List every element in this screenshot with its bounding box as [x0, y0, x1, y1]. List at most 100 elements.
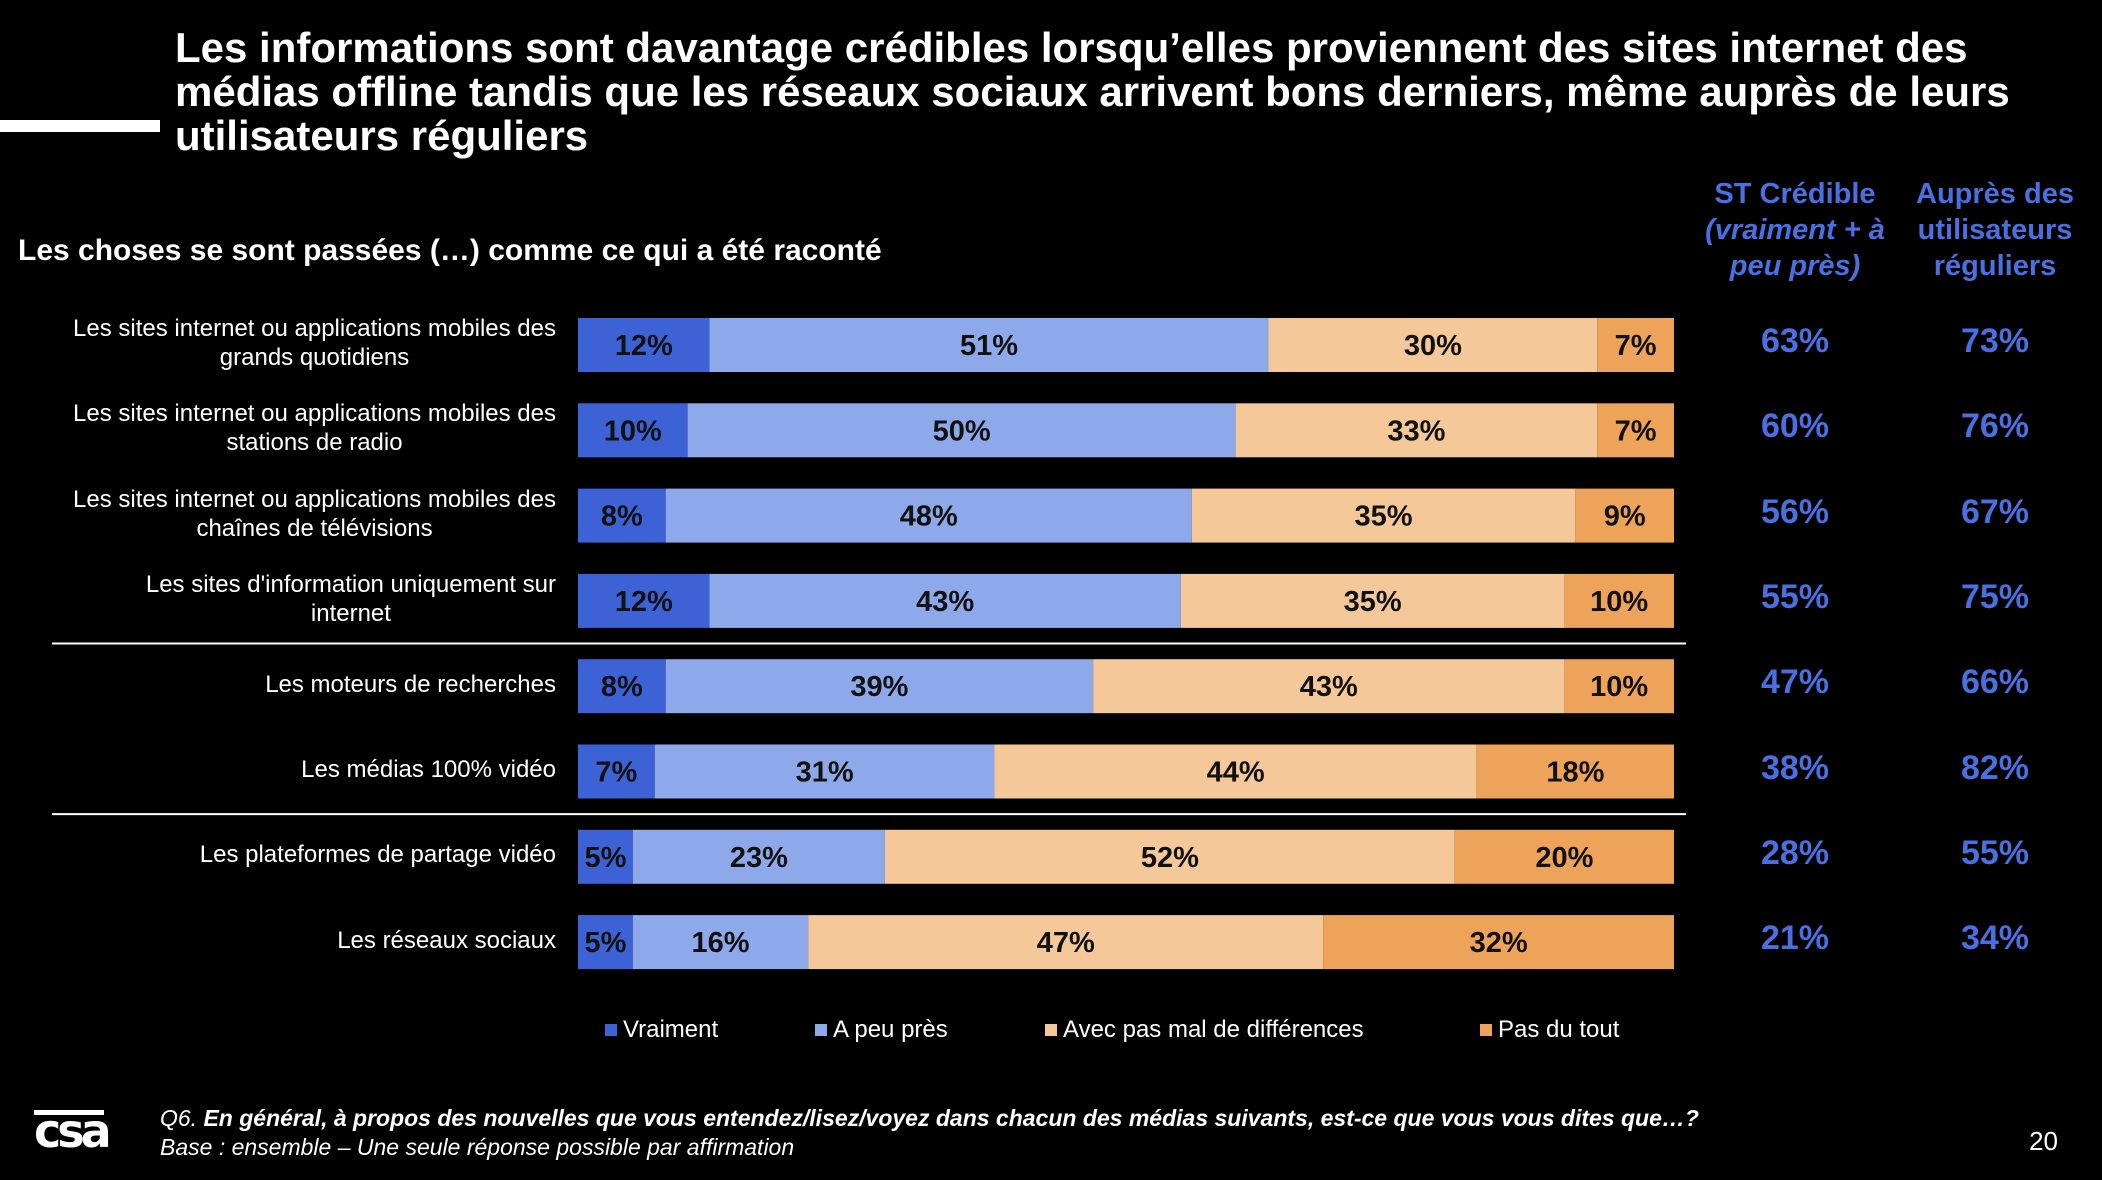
bar-value-label: 7%: [595, 757, 637, 789]
bar-segment-avec-differences: [1180, 573, 1565, 628]
st-credible-value: 60%: [1760, 407, 1830, 446]
legend-label: Pas du tout: [1498, 1016, 1620, 1043]
bar-value-label: 43%: [1300, 671, 1358, 703]
row-label-line: internet: [310, 599, 391, 627]
row-label: Les moteurs de recherches: [20, 649, 556, 719]
bar-segment-pas-du-tout: [1454, 829, 1674, 884]
page-number: 20: [2029, 1126, 2058, 1156]
bar-segment-a-peu-pres: [687, 403, 1236, 458]
bar-value-label: 10%: [604, 415, 662, 447]
bar-value-label: 18%: [1546, 757, 1604, 789]
legend-swatch: [815, 1024, 827, 1036]
legend-item-avec-differences: Avec pas mal de différences: [1045, 1016, 1364, 1044]
row-label-line: Les sites internet ou applications mobil…: [73, 485, 556, 513]
bar-segment-vraiment: [578, 573, 710, 628]
row-label: Les sites internet ou applications mobil…: [20, 393, 556, 463]
users-header-line: réguliers: [1933, 250, 2057, 282]
legend-swatch: [605, 1024, 617, 1036]
bar-segment-avec-differences: [1235, 403, 1598, 458]
bar-segment-a-peu-pres: [709, 318, 1269, 372]
bar-segment-vraiment: [578, 744, 655, 799]
bar-segment-vraiment: [578, 403, 688, 458]
users-reguliers-value: 82%: [1960, 748, 2030, 787]
st-credible-value: 38%: [1760, 748, 1830, 787]
bar-segment-vraiment: [578, 915, 633, 970]
row-label-text: Les réseaux sociaux: [337, 926, 556, 955]
title-accent-line: [0, 120, 160, 132]
bar-segment-pas-du-tout: [1564, 659, 1674, 714]
footnote-base: Base : ensemble – Une seule réponse poss…: [160, 1134, 795, 1160]
bar-segment-a-peu-pres: [709, 573, 1181, 628]
bar-segment-vraiment: [578, 659, 666, 714]
row-label-line: Les réseaux sociaux: [337, 926, 556, 954]
bar-value-label: 47%: [1037, 927, 1095, 959]
bar-value-label: 32%: [1470, 927, 1528, 959]
bar-value-label: 51%: [960, 330, 1018, 362]
row-label-text: Les sites internet ou applications mobil…: [73, 314, 556, 372]
bar-segment-avec-differences: [808, 915, 1324, 970]
csa-logo: csa: [34, 1104, 112, 1158]
bar-segment-pas-du-tout: [1323, 915, 1674, 970]
bar-value-label: 7%: [1615, 330, 1657, 362]
users-reguliers-value: 67%: [1960, 492, 2030, 531]
users-reguliers-value: 34%: [1960, 919, 2030, 958]
bar-value-label: 30%: [1404, 330, 1462, 362]
bar-segment-pas-du-tout: [1597, 403, 1674, 458]
row-label-text: Les sites internet ou applications mobil…: [73, 399, 556, 457]
row-label-line: Les plateformes de partage vidéo: [199, 841, 556, 869]
bar-segment-vraiment: [578, 829, 633, 884]
bar-segment-pas-du-tout: [1476, 744, 1674, 799]
bar-value-label: 8%: [601, 671, 643, 703]
bar-value-label: 48%: [900, 501, 958, 533]
legend-label: A peu près: [833, 1016, 948, 1043]
legend-label: Vraiment: [623, 1016, 719, 1043]
bar-value-label: 12%: [615, 586, 673, 618]
st-credible-header-line: ST Crédible: [1714, 178, 1876, 210]
users-header: Auprès des utilisateurs réguliers: [1900, 176, 2090, 284]
row-label: Les sites internet ou applications mobil…: [20, 479, 556, 549]
row-label-line: Les sites d'information uniquement sur: [145, 570, 556, 598]
bar-value-label: 50%: [933, 415, 991, 447]
bar-segment-pas-du-tout: [1575, 488, 1674, 543]
users-reguliers-value: 66%: [1960, 663, 2030, 702]
bar-value-label: 10%: [1590, 671, 1648, 703]
bar-segment-vraiment: [578, 318, 710, 372]
users-header-line: Auprès des: [1916, 178, 2074, 210]
bar-segment-avec-differences: [1268, 318, 1598, 372]
bar-value-label: 35%: [1344, 586, 1402, 618]
st-credible-value: 21%: [1760, 919, 1830, 958]
bar-segment-avec-differences: [884, 829, 1455, 884]
row-label-text: Les plateformes de partage vidéo: [200, 840, 556, 869]
bar-value-label: 8%: [601, 501, 643, 533]
bar-segment-a-peu-pres: [654, 744, 995, 799]
bar-segment-avec-differences: [994, 744, 1477, 799]
bar-value-label: 31%: [796, 757, 854, 789]
legend-swatch: [1480, 1024, 1492, 1036]
bar-segment-a-peu-pres: [632, 829, 885, 884]
st-credible-value: 55%: [1760, 577, 1830, 616]
bar-value-label: 7%: [1615, 415, 1657, 447]
row-label: Les sites internet ou applications mobil…: [20, 308, 556, 378]
row-label: Les plateformes de partage vidéo: [20, 820, 556, 890]
row-label-line: chaînes de télévisions: [196, 514, 433, 542]
users-reguliers-value: 75%: [1960, 577, 2030, 616]
users-reguliers-value: 76%: [1960, 407, 2030, 446]
legend-item-pas-du-tout: Pas du tout: [1480, 1016, 1619, 1044]
row-label-text: Les sites internet ou applications mobil…: [73, 485, 556, 543]
row-label-text: Les sites d'information uniquement sur in…: [146, 570, 556, 628]
question-text: En général, à propos des nouvelles que v…: [203, 1105, 1699, 1131]
bar-segment-vraiment: [578, 488, 666, 543]
bar-value-label: 9%: [1604, 501, 1646, 533]
st-credible-header-line: (vraiment + à: [1705, 214, 1885, 246]
bar-segment-avec-differences: [1093, 659, 1565, 714]
row-label-line: Les moteurs de recherches: [265, 670, 556, 698]
bar-segment-pas-du-tout: [1597, 318, 1674, 372]
legend-item-a-peu-pres: A peu près: [815, 1016, 948, 1044]
row-label-line: grands quotidiens: [219, 344, 410, 371]
st-credible-header: ST Crédible (vraiment + à peu près): [1690, 176, 1900, 284]
row-label-line: Les sites internet ou applications mobil…: [73, 400, 556, 428]
row-label: Les médias 100% vidéo: [20, 735, 556, 805]
bar-segment-a-peu-pres: [665, 659, 1094, 714]
bar-value-label: 5%: [584, 842, 626, 874]
